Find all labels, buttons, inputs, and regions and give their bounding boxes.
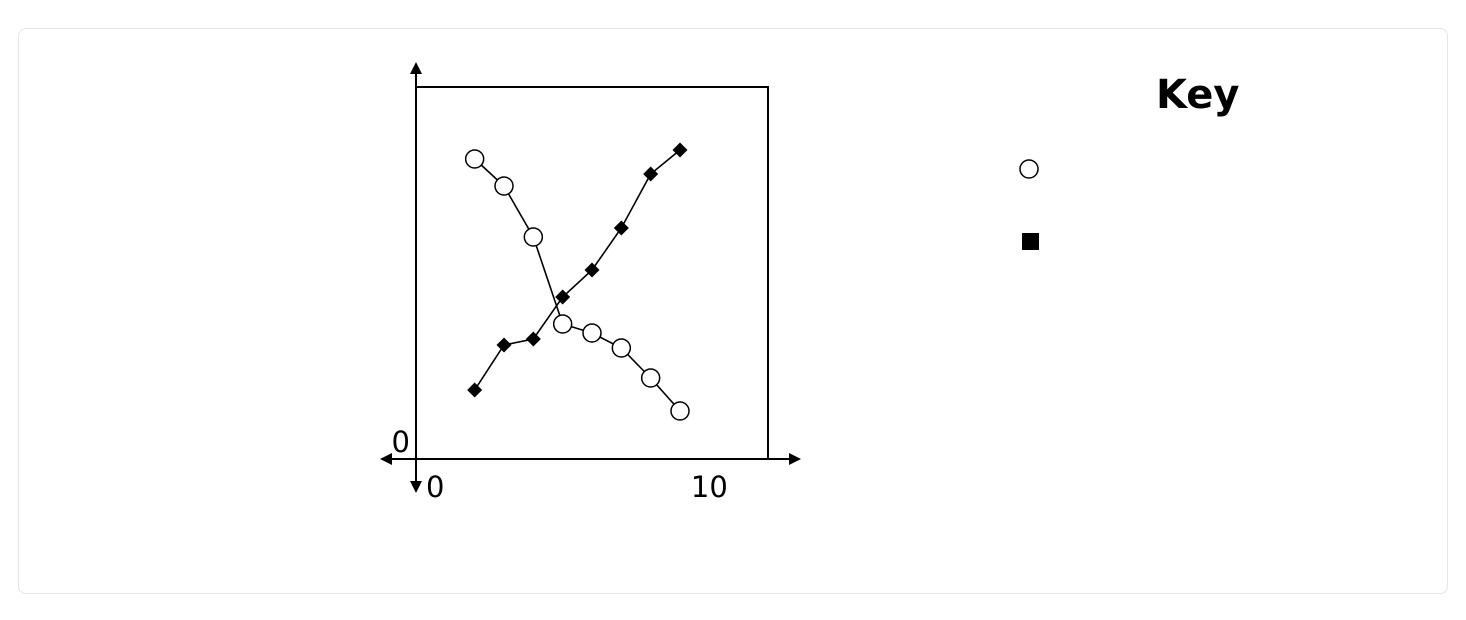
data-point-diamond — [613, 220, 629, 236]
data-point-diamond — [496, 337, 512, 353]
data-point-diamond — [525, 331, 541, 347]
x-tick-label: 0 — [426, 470, 444, 504]
x-axis-arrow-left — [380, 453, 392, 465]
data-point-diamond — [467, 382, 483, 398]
tick-label-layer: 0 10 0 — [392, 425, 728, 504]
y-axis-arrow-down — [410, 481, 422, 493]
chart-card — [18, 28, 1448, 594]
legend-item-circle — [1018, 154, 1078, 184]
series-circle — [464, 149, 690, 421]
y-axis-arrow-up — [410, 62, 422, 74]
data-point-diamond — [672, 142, 688, 158]
data-point-circle — [611, 338, 632, 358]
x-tick-label: 10 — [691, 470, 728, 504]
data-point-diamond — [643, 166, 659, 182]
series-diamond — [467, 142, 688, 398]
data-point-circle — [494, 176, 514, 196]
series-layer — [464, 142, 690, 421]
data-point-circle — [670, 401, 690, 421]
data-point-diamond — [555, 289, 571, 305]
data-point-diamond — [584, 262, 600, 278]
legend-title: Key — [1156, 72, 1240, 118]
data-point-circle — [582, 323, 602, 343]
data-point-circle — [523, 227, 544, 247]
data-point-circle — [464, 149, 485, 169]
plot-frame — [380, 62, 801, 493]
data-point-circle — [552, 314, 573, 334]
plot-border — [416, 86, 769, 459]
x-axis-arrow-right — [789, 453, 801, 465]
square-marker-icon — [1022, 233, 1039, 250]
y-tick-label: 0 — [392, 425, 410, 459]
data-point-circle — [640, 368, 661, 388]
legend-item-square — [1018, 226, 1078, 256]
circle-marker-icon — [1019, 159, 1039, 179]
